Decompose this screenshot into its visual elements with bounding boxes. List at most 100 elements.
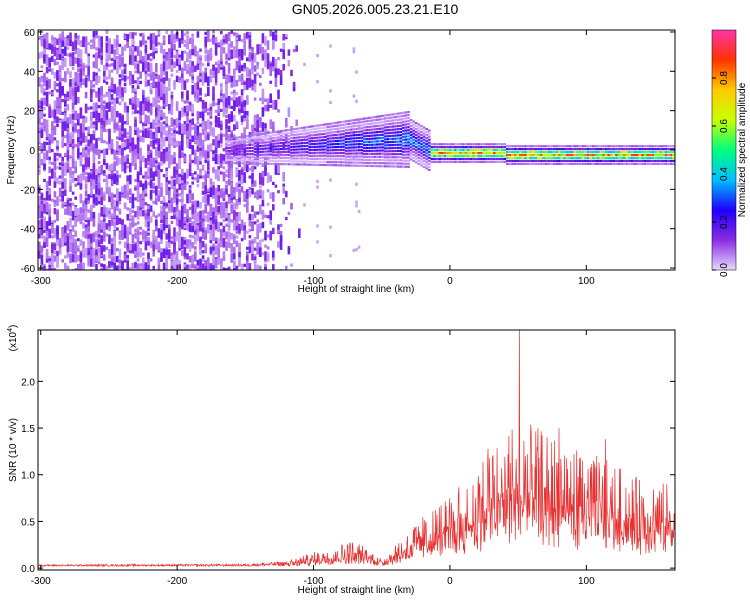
- heatmap-cell: [409, 131, 413, 134]
- heatmap-cell: [422, 138, 426, 141]
- heatmap-cell: [399, 124, 402, 127]
- heatmap-cell: [217, 134, 220, 141]
- heatmap-cell: [246, 246, 249, 250]
- heatmap-cell: [64, 94, 67, 101]
- heatmap-cell: [404, 114, 408, 117]
- heatmap-cell: [383, 159, 387, 162]
- heatmap-cell: [40, 200, 44, 211]
- heatmap-cell: [355, 118, 358, 121]
- heatmap-cell: [152, 185, 155, 190]
- heatmap-cell: [95, 174, 98, 185]
- heatmap-cell: [329, 158, 332, 161]
- heatmap-cell: [259, 172, 262, 177]
- heatmap-cell: [123, 185, 127, 192]
- heatmap-cell: [56, 52, 59, 59]
- heatmap-cell: [243, 173, 246, 183]
- heatmap-cell: [272, 162, 275, 166]
- heatmap-cell: [105, 141, 109, 145]
- heatmap-cell: [420, 164, 423, 167]
- heatmap-cell: [534, 150, 538, 154]
- heatmap-cell: [123, 155, 127, 163]
- heatmap-cell: [342, 133, 345, 136]
- heatmap-cell: [355, 130, 358, 134]
- heatmap-cell: [56, 256, 59, 263]
- heatmap-cell: [272, 148, 275, 151]
- heatmap-cell: [264, 156, 267, 159]
- heatmap-cell: [105, 174, 109, 185]
- heatmap-cell: [243, 203, 246, 208]
- heatmap-cell: [511, 153, 514, 157]
- heatmap-cell: [108, 118, 111, 125]
- heatmap-cell: [142, 210, 145, 217]
- heatmap-cell: [454, 146, 457, 149]
- heatmap-cell: [326, 161, 330, 164]
- heatmap-cell: [45, 129, 49, 140]
- heatmap-cell: [318, 148, 322, 151]
- heatmap-cell: [157, 190, 161, 200]
- heatmap-cell: [363, 158, 366, 162]
- heatmap-cell: [308, 125, 311, 128]
- heatmap-cell: [214, 153, 218, 164]
- heatmap-cell: [404, 111, 408, 114]
- heatmap-cell: [162, 97, 166, 104]
- heatmap-cell: [383, 147, 387, 150]
- heatmap-cell: [157, 122, 161, 127]
- heatmap-cell: [261, 209, 265, 220]
- heatmap-cell: [170, 253, 174, 261]
- heatmap-cell: [199, 136, 202, 146]
- heatmap-cell: [344, 129, 348, 132]
- heatmap-cell: [204, 159, 207, 163]
- heatmap-cell: [227, 140, 231, 143]
- heatmap-cell: [378, 121, 382, 124]
- heatmap-cell: [261, 156, 265, 159]
- heatmap-cell: [477, 151, 480, 155]
- heatmap-cell: [194, 137, 197, 141]
- heatmap-cell: [134, 70, 137, 74]
- heatmap-cell: [334, 124, 337, 128]
- heatmap-cell: [298, 151, 301, 154]
- heatmap-cell: [469, 157, 473, 161]
- heatmap-cell: [118, 262, 122, 267]
- heatmap-cell: [58, 187, 62, 198]
- heatmap-cell: [233, 140, 236, 143]
- heatmap-cell: [90, 106, 93, 110]
- heatmap-cell: [409, 143, 413, 146]
- heatmap-cell: [188, 105, 192, 112]
- heatmap-cell: [290, 69, 293, 77]
- heatmap-cell: [204, 37, 207, 48]
- heatmap-cell: [261, 153, 265, 156]
- heatmap-cell: [378, 146, 382, 149]
- heatmap-cell: [173, 157, 176, 165]
- heatmap-cell: [357, 149, 361, 152]
- heatmap-cell: [225, 114, 228, 119]
- heatmap-cell: [82, 133, 85, 143]
- heatmap-cell: [350, 131, 353, 134]
- heatmap-cell: [404, 120, 408, 123]
- heatmap-cell: [298, 139, 301, 142]
- heatmap-cell: [61, 237, 64, 247]
- heatmap-cell: [134, 126, 137, 131]
- heatmap-cell: [58, 154, 62, 158]
- heatmap-cell: [266, 189, 270, 193]
- heatmap-cell: [220, 171, 223, 175]
- heatmap-cell: [113, 129, 116, 133]
- heatmap-cell: [95, 184, 98, 195]
- heatmap-cell: [376, 115, 379, 118]
- heatmap-cell: [233, 219, 236, 223]
- heatmap-cell: [160, 151, 163, 161]
- heatmap-cell: [360, 121, 363, 124]
- heatmap-cell: [209, 213, 213, 217]
- heatmap-cell: [235, 219, 239, 223]
- heatmap-cell: [48, 255, 51, 260]
- heatmap-cell: [217, 66, 220, 73]
- heatmap-cell: [264, 159, 267, 162]
- heatmap-cell: [126, 226, 129, 234]
- heatmap-cell: [381, 114, 384, 118]
- heatmap-cell: [266, 257, 270, 261]
- heatmap-cell: [248, 220, 252, 227]
- heatmap-cell: [261, 135, 265, 138]
- heatmap-cell: [212, 30, 215, 34]
- heatmap-cell: [534, 153, 538, 157]
- heatmap-cell: [248, 134, 252, 137]
- heatmap-cell: [324, 123, 327, 126]
